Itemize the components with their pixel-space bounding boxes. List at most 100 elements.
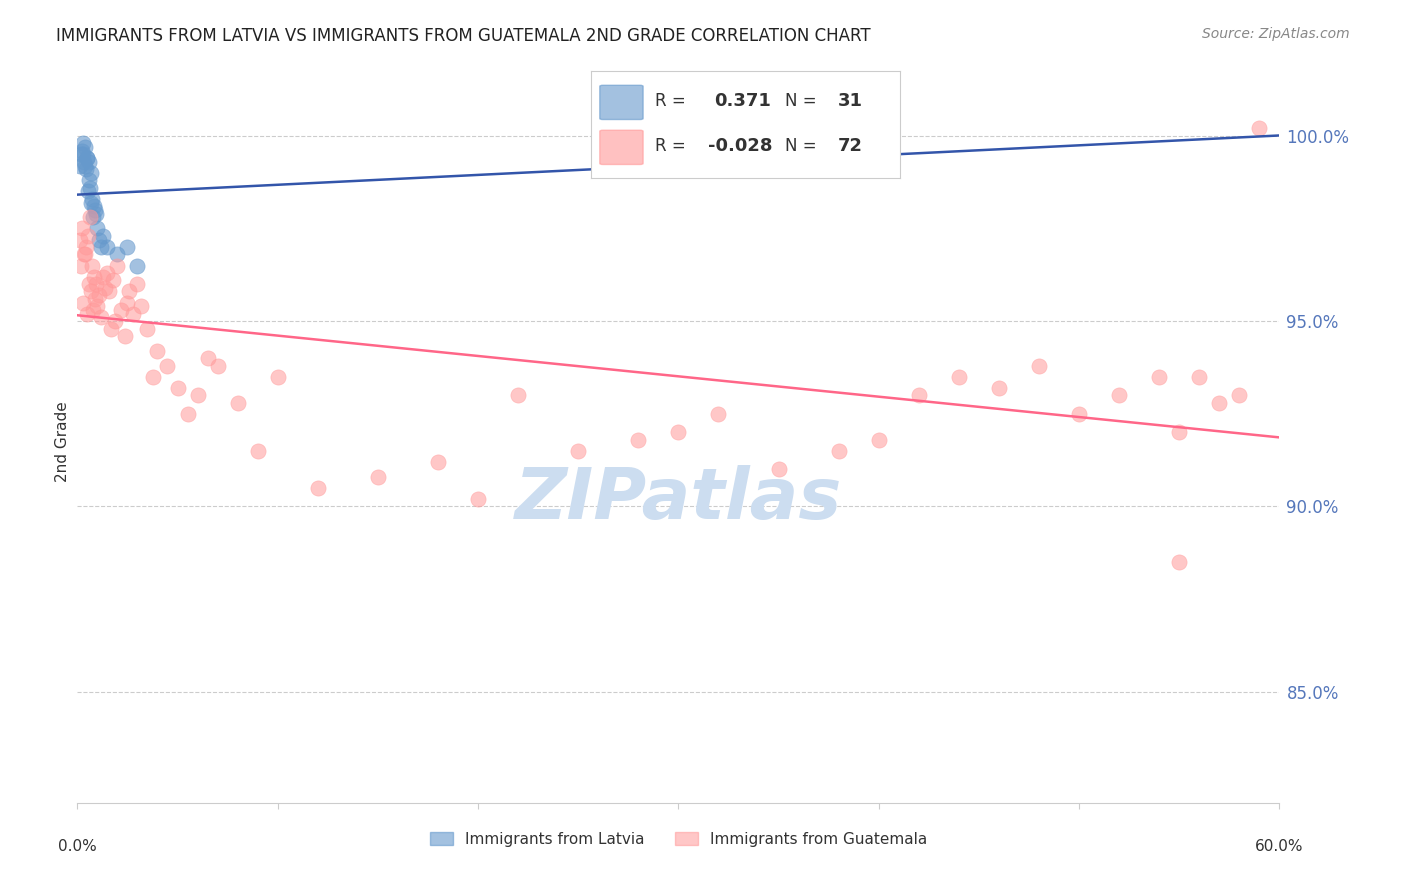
Point xyxy=(76,151,98,165)
Point xyxy=(100,321,122,335)
Point xyxy=(166,381,188,395)
Point xyxy=(868,433,890,447)
Point xyxy=(76,307,98,321)
Point xyxy=(117,240,139,254)
Point xyxy=(76,151,98,165)
Point xyxy=(83,199,105,213)
Point xyxy=(79,211,101,225)
Point xyxy=(948,369,970,384)
Point xyxy=(427,455,450,469)
Point xyxy=(73,247,96,261)
Point xyxy=(114,329,136,343)
Point xyxy=(83,269,105,284)
Point xyxy=(86,277,108,291)
Point xyxy=(131,299,153,313)
Point xyxy=(267,369,290,384)
Point xyxy=(307,481,329,495)
Point xyxy=(207,359,229,373)
FancyBboxPatch shape xyxy=(600,130,643,164)
Text: Source: ZipAtlas.com: Source: ZipAtlas.com xyxy=(1202,27,1350,41)
Point xyxy=(98,285,121,299)
Point xyxy=(988,381,1011,395)
Point xyxy=(142,369,165,384)
Point xyxy=(93,269,115,284)
Point xyxy=(82,303,104,318)
Point xyxy=(70,259,93,273)
Point xyxy=(1108,388,1130,402)
Point xyxy=(79,277,101,291)
Point xyxy=(93,228,115,243)
Point xyxy=(80,166,103,180)
Point xyxy=(107,259,129,273)
Point xyxy=(118,285,141,299)
Point xyxy=(668,136,690,151)
Point xyxy=(110,303,132,318)
Point xyxy=(84,202,107,217)
Point xyxy=(103,273,125,287)
Point xyxy=(1069,407,1091,421)
Point xyxy=(82,211,104,225)
Point xyxy=(467,491,489,506)
Point xyxy=(136,321,159,335)
Point xyxy=(508,388,530,402)
Legend: Immigrants from Latvia, Immigrants from Guatemala: Immigrants from Latvia, Immigrants from … xyxy=(423,826,934,853)
Point xyxy=(1229,388,1251,402)
Point xyxy=(89,233,111,247)
Point xyxy=(707,407,730,421)
Point xyxy=(94,281,117,295)
Point xyxy=(79,154,101,169)
Point xyxy=(627,433,650,447)
Point xyxy=(197,351,219,366)
Text: N =: N = xyxy=(786,137,817,155)
Text: -0.028: -0.028 xyxy=(709,137,772,155)
Text: R =: R = xyxy=(655,93,686,111)
Point xyxy=(77,228,100,243)
Point xyxy=(96,266,118,280)
Point xyxy=(82,192,104,206)
Point xyxy=(828,443,851,458)
Point xyxy=(96,240,118,254)
Text: N =: N = xyxy=(786,93,817,111)
Text: R =: R = xyxy=(655,137,686,155)
Point xyxy=(72,147,94,161)
Point xyxy=(90,310,112,325)
Point xyxy=(75,159,97,173)
Point xyxy=(86,207,108,221)
Point xyxy=(84,292,107,306)
Point xyxy=(75,240,97,254)
Point xyxy=(226,395,249,409)
Point xyxy=(73,154,96,169)
Text: ZIPatlas: ZIPatlas xyxy=(515,465,842,533)
Point xyxy=(1168,425,1191,440)
Point xyxy=(246,443,269,458)
FancyBboxPatch shape xyxy=(600,86,643,120)
Text: 31: 31 xyxy=(838,93,863,111)
Point xyxy=(367,469,389,483)
Point xyxy=(117,295,139,310)
Point xyxy=(77,185,100,199)
Point xyxy=(122,307,145,321)
Point xyxy=(127,277,149,291)
Point xyxy=(79,180,101,194)
Point xyxy=(89,288,111,302)
Point xyxy=(908,388,931,402)
Text: 60.0%: 60.0% xyxy=(1256,838,1303,854)
Point xyxy=(186,388,209,402)
Point xyxy=(176,407,198,421)
Point xyxy=(82,259,104,273)
Text: 0.371: 0.371 xyxy=(714,93,770,111)
Point xyxy=(768,462,790,476)
Point xyxy=(1188,369,1211,384)
Text: IMMIGRANTS FROM LATVIA VS IMMIGRANTS FROM GUATEMALA 2ND GRADE CORRELATION CHART: IMMIGRANTS FROM LATVIA VS IMMIGRANTS FRO… xyxy=(56,27,870,45)
Point xyxy=(80,285,103,299)
Point xyxy=(70,147,93,161)
Point xyxy=(156,359,179,373)
Point xyxy=(1149,369,1171,384)
Point xyxy=(69,233,91,247)
Y-axis label: 2nd Grade: 2nd Grade xyxy=(55,401,70,482)
Point xyxy=(1168,555,1191,569)
Point xyxy=(72,221,94,235)
Point xyxy=(72,136,94,151)
Point xyxy=(86,221,108,235)
Point xyxy=(1028,359,1050,373)
